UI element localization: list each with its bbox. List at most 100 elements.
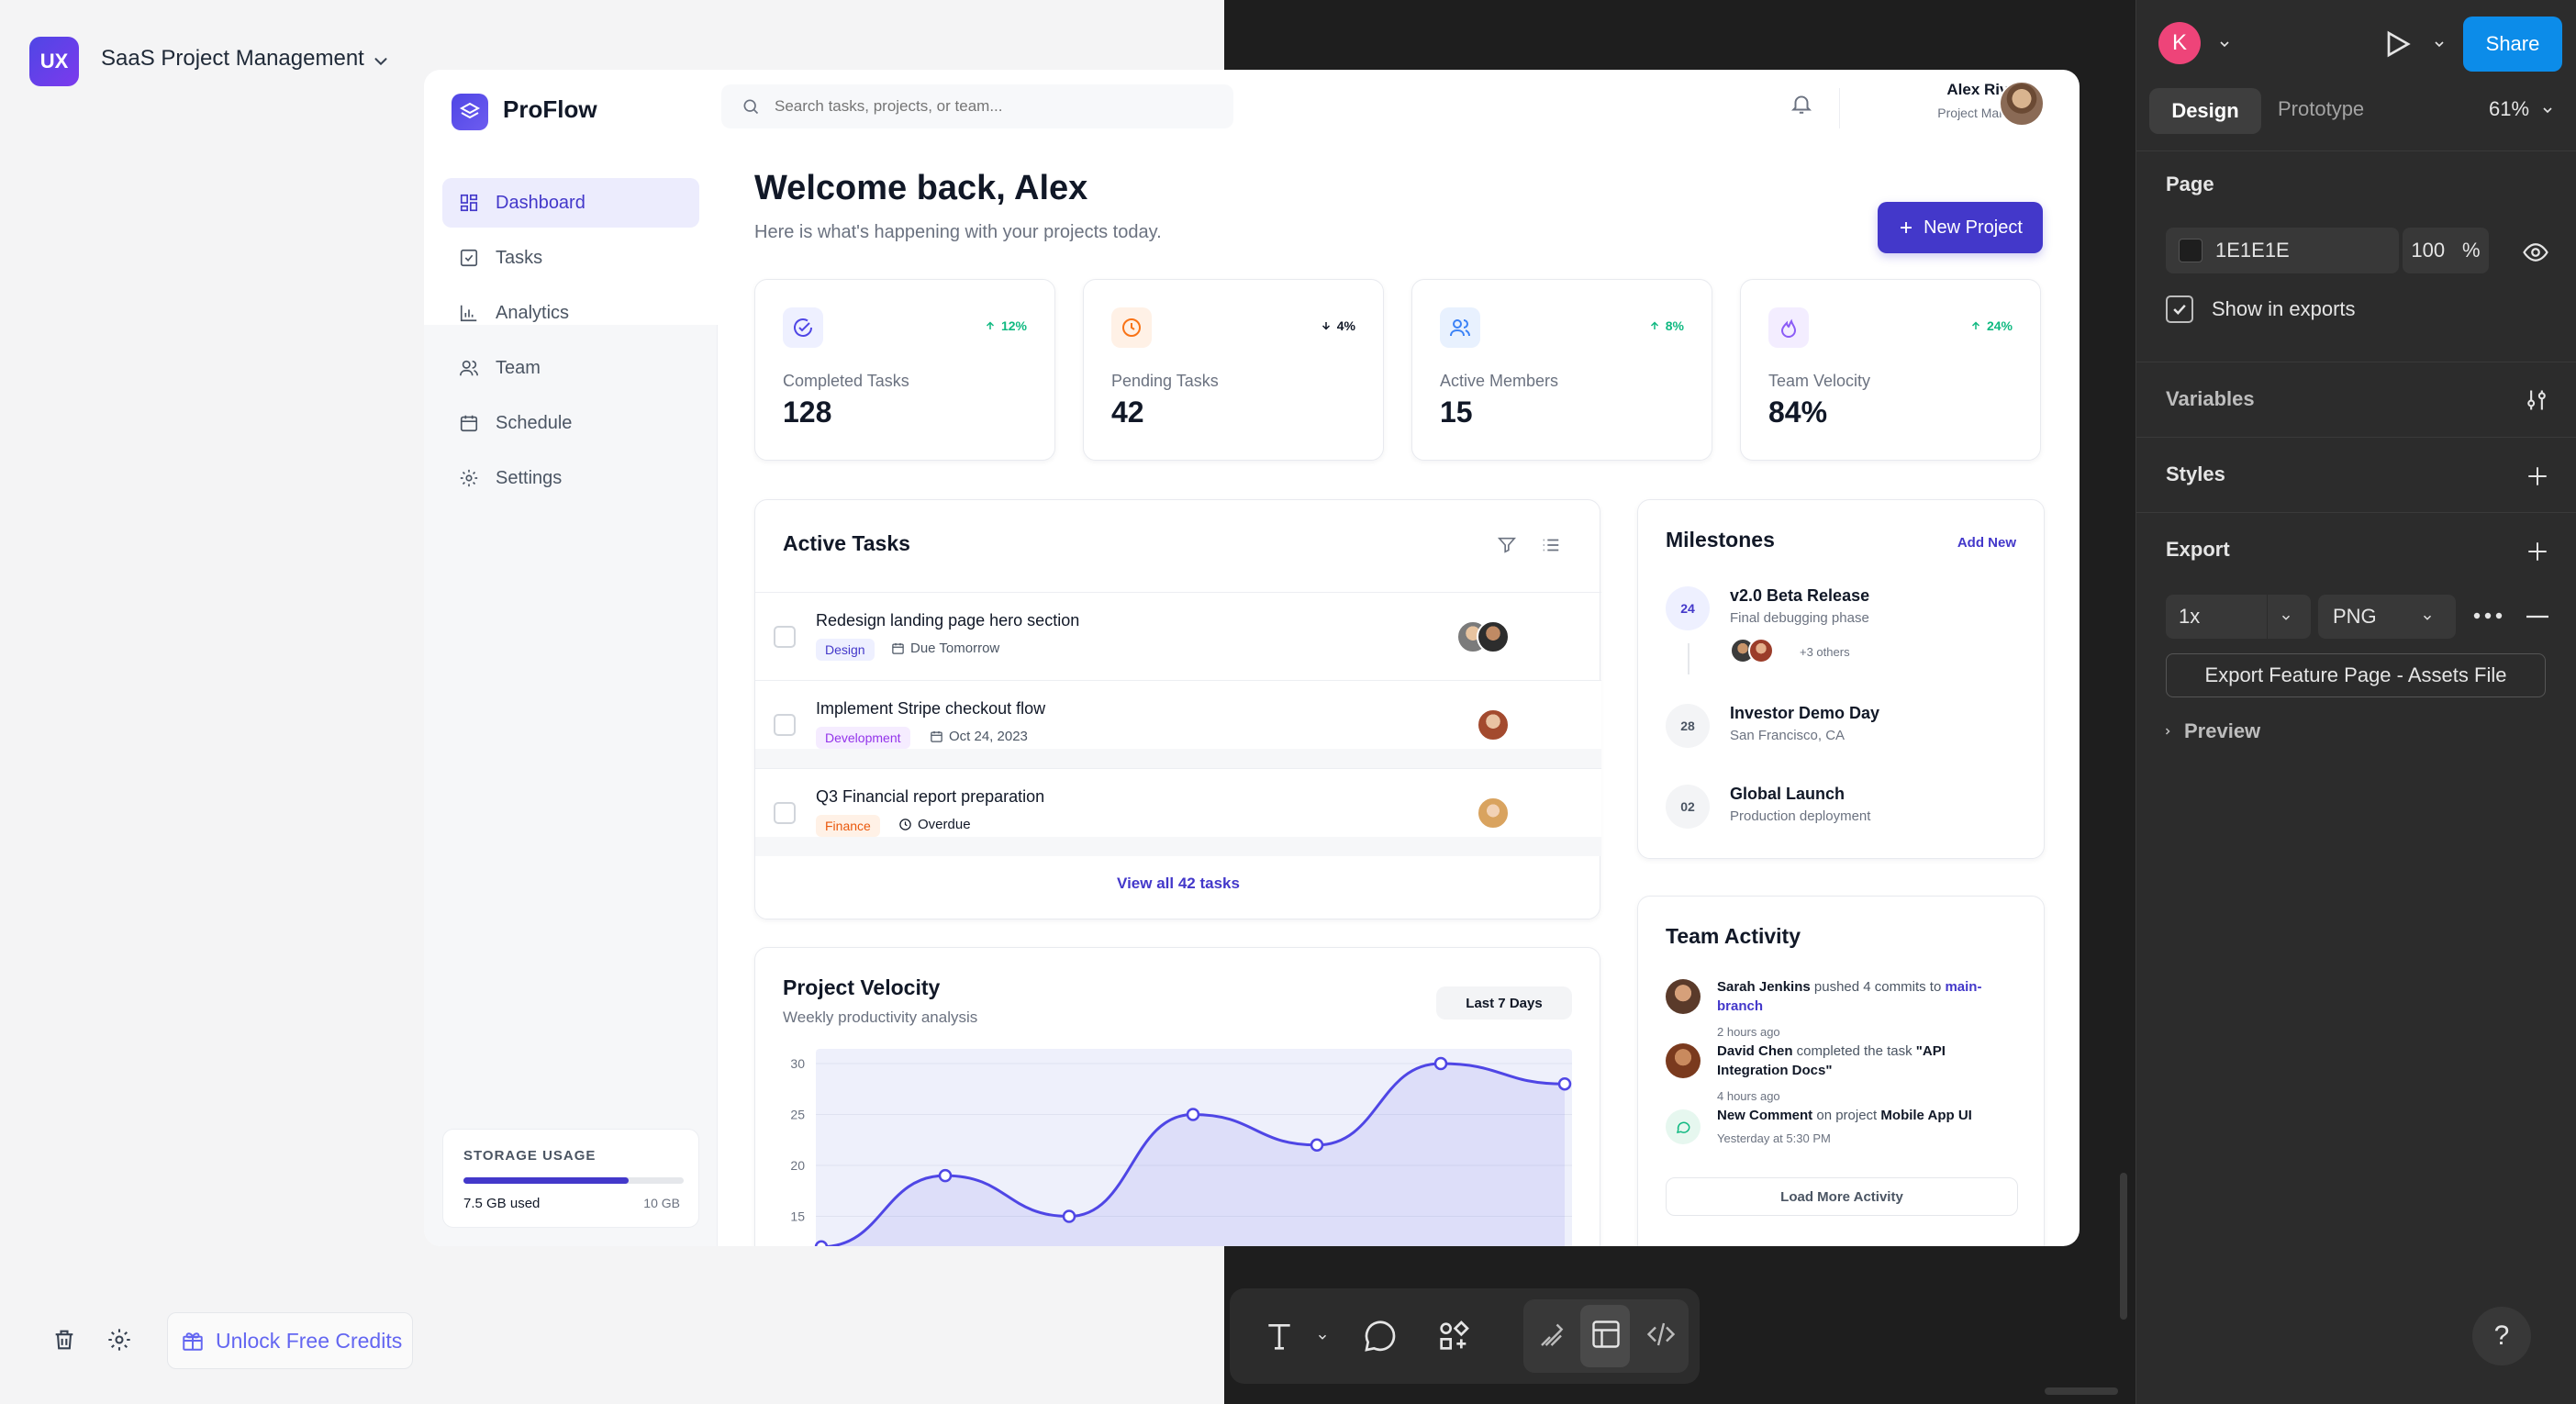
toolbar-segment [1230,1288,1700,1384]
milestone-title[interactable]: v2.0 Beta Release [1730,586,1870,605]
search-bar[interactable] [721,84,1233,128]
chevron-down-icon[interactable] [2217,37,2232,51]
sidebar-item-schedule[interactable]: Schedule [442,398,699,448]
task-checkbox[interactable] [774,626,796,648]
task-checkbox[interactable] [774,802,796,824]
plus-icon[interactable] [2526,464,2549,488]
page-color-field[interactable]: 1E1E1E [2166,228,2399,273]
activity-target[interactable]: main-branch [1717,979,1982,1014]
table-row[interactable]: Redesign landing page hero section Desig… [755,592,1601,680]
view-all-tasks-link[interactable]: View all 42 tasks [1117,875,1240,892]
trash-icon[interactable] [51,1327,77,1353]
milestone-title[interactable]: Global Launch [1730,785,1846,803]
tab-prototype[interactable]: Prototype [2278,97,2365,120]
arrow-down-icon [1321,320,1332,331]
milestone-title[interactable]: Investor Demo Day [1730,704,1880,722]
gear-icon[interactable] [106,1327,132,1353]
chevron-down-icon[interactable] [371,51,391,72]
design-mode-icon[interactable] [1589,1318,1623,1351]
search-input[interactable] [775,97,1215,116]
user-avatar[interactable] [1999,81,2045,127]
load-more-activity-button[interactable]: Load More Activity [1666,1177,2018,1216]
user-avatar[interactable]: K [2158,22,2201,64]
page-section-title: Page [2166,173,2214,195]
brand-name[interactable]: ProFlow [503,95,597,123]
layers-icon[interactable] [452,94,488,130]
sidebar-item-team[interactable]: Team [442,343,699,393]
preview-toggle[interactable]: Preview [2162,719,2260,743]
dev-mode-icon[interactable] [1645,1318,1678,1351]
play-icon[interactable] [2381,28,2414,61]
export-button[interactable]: Export Feature Page - Assets File [2166,653,2546,697]
chart-data-point[interactable] [1433,1056,1448,1071]
plus-icon[interactable] [2526,540,2549,563]
filter-icon[interactable] [1497,535,1517,555]
panel-divider [2136,512,2576,513]
unlock-credits-button[interactable]: Unlock Free Credits [167,1312,413,1369]
sidebar-item-analytics[interactable]: Analytics [442,288,699,338]
add-milestone-link[interactable]: Add New [1957,535,2016,551]
chevron-down-icon[interactable] [2421,611,2434,624]
opacity-value[interactable]: 100 [2411,239,2446,262]
chart-data-point[interactable] [1186,1108,1200,1121]
draw-mode-icon[interactable] [1536,1318,1569,1351]
stat-card[interactable]: 8% Active Members 15 [1411,279,1712,461]
bell-icon[interactable] [1790,92,1813,116]
components-icon[interactable] [1435,1318,1472,1354]
chart-data-point[interactable] [1062,1209,1076,1223]
eye-icon[interactable] [2522,239,2549,266]
new-project-button[interactable]: New Project [1878,202,2043,253]
velocity-title: Project Velocity [783,975,941,999]
sliders-icon[interactable] [2524,387,2549,413]
table-row[interactable]: Q3 Financial report preparation Finance … [755,768,1601,856]
chart-data-point[interactable] [814,1240,829,1246]
page-opacity-field[interactable]: 100 % [2403,228,2489,273]
export-format-select[interactable]: PNG [2318,595,2456,639]
chevron-down-icon[interactable] [2432,37,2447,51]
stat-card[interactable]: 4% Pending Tasks 42 [1083,279,1384,461]
color-swatch[interactable] [2179,239,2202,262]
activity-avatar [1666,1043,1701,1078]
chart-data-point[interactable] [1557,1076,1572,1091]
text-tool-icon[interactable] [1261,1318,1298,1354]
minus-icon[interactable] [2526,615,2549,618]
assignee-avatar[interactable] [1477,708,1510,741]
task-due: Due Tomorrow [891,641,999,656]
task-checkbox[interactable] [774,714,796,736]
show-in-exports-checkbox[interactable] [2166,295,2193,323]
comment-icon [1666,1109,1701,1144]
sidebar-item-dashboard[interactable]: Dashboard [442,178,699,228]
stat-card[interactable]: 24% Team Velocity 84% [1740,279,2041,461]
clock-icon [898,818,912,831]
project-title[interactable]: SaaS Project Management [101,46,364,71]
activity-target[interactable]: Mobile App UI [1880,1108,1972,1123]
assignee-avatar[interactable] [1477,620,1510,653]
horizontal-scrollbar[interactable] [2045,1387,2118,1395]
storage-used: 7.5 GB used [463,1196,541,1211]
stat-value: 42 [1111,396,1144,429]
share-button[interactable]: Share [2463,17,2562,72]
vertical-scrollbar[interactable] [2120,1173,2127,1320]
sidebar-item-label: Team [496,357,541,378]
assignee-avatar[interactable] [1477,797,1510,830]
comment-tool-icon[interactable] [1362,1318,1399,1354]
stat-card[interactable]: 12% Completed Tasks 128 [754,279,1055,461]
table-row[interactable]: Implement Stripe checkout flow Developme… [755,680,1601,768]
chart-data-point[interactable] [1310,1138,1324,1153]
page-color-value[interactable]: 1E1E1E [2215,239,2290,262]
activity-target[interactable]: "API Integration Docs" [1717,1043,1946,1078]
chevron-down-icon[interactable] [1316,1331,1329,1343]
range-selector-button[interactable]: Last 7 Days [1436,986,1572,1020]
more-options-icon[interactable] [2472,611,2504,620]
list-icon[interactable] [1541,535,1561,555]
zoom-level[interactable]: 61% [2489,97,2530,120]
help-button[interactable]: ? [2472,1307,2531,1365]
chevron-down-icon[interactable] [2280,611,2292,624]
tab-design[interactable]: Design [2149,88,2261,134]
chart-data-point[interactable] [938,1168,953,1183]
export-scale-select[interactable]: 1x [2166,595,2311,639]
sidebar-item-tasks[interactable]: Tasks [442,233,699,283]
sidebar-item-settings[interactable]: Settings [442,453,699,503]
chevron-down-icon[interactable] [2540,103,2555,117]
ux-logo[interactable]: UX [29,37,79,86]
